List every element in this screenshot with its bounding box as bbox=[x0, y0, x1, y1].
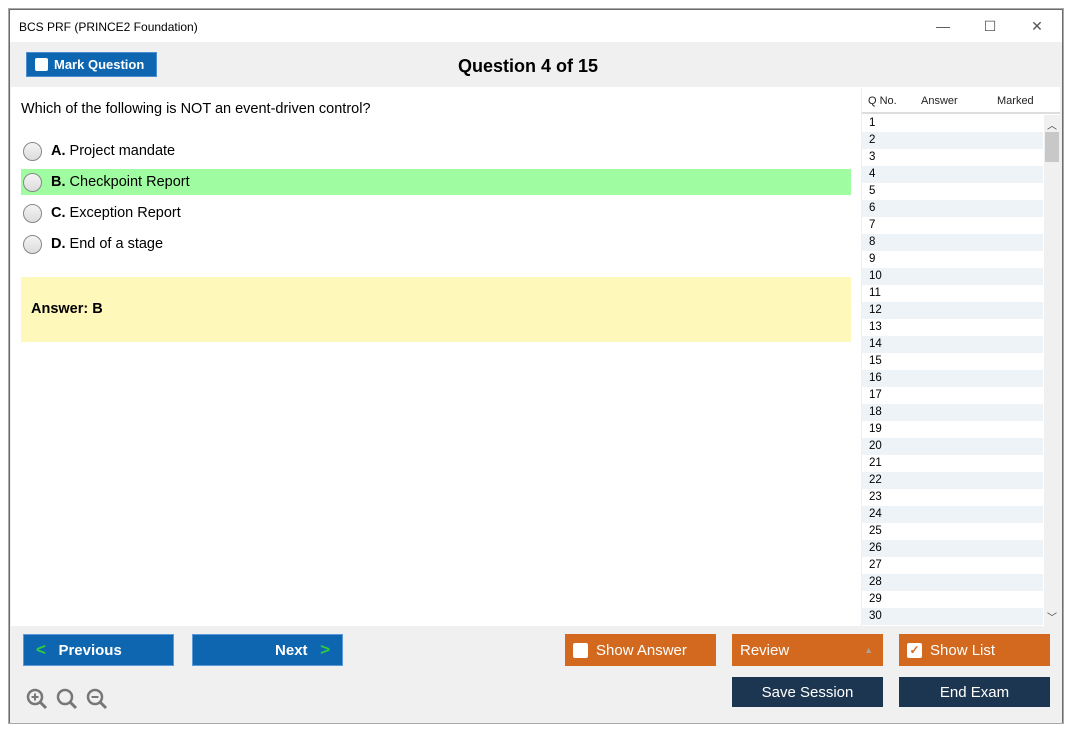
list-row[interactable]: 23 bbox=[869, 491, 882, 503]
zoom-out-icon[interactable] bbox=[86, 688, 108, 710]
list-row[interactable]: 21 bbox=[869, 457, 882, 469]
radio-icon[interactable] bbox=[23, 172, 42, 192]
list-row[interactable]: 16 bbox=[862, 370, 1043, 387]
list-row[interactable]: 3 bbox=[869, 151, 876, 163]
checkbox-icon[interactable] bbox=[573, 642, 588, 658]
checkbox-icon bbox=[35, 58, 48, 71]
radio-icon[interactable] bbox=[23, 234, 42, 254]
checkbox-checked-icon[interactable]: ✓ bbox=[907, 642, 922, 658]
list-row[interactable]: 1 bbox=[869, 117, 876, 129]
toolbar: Mark Question Question 4 of 15 bbox=[10, 42, 1062, 87]
list-row[interactable]: 26 bbox=[862, 540, 1043, 557]
option-text: Project mandate bbox=[69, 143, 176, 159]
question-area: Which of the following is NOT an event-d… bbox=[11, 87, 861, 626]
list-row[interactable]: 20 bbox=[862, 438, 1043, 455]
option-text: Exception Report bbox=[69, 205, 181, 221]
window-title: BCS PRF (PRINCE2 Foundation) bbox=[19, 20, 198, 34]
option-letter: B. bbox=[51, 174, 66, 190]
list-row[interactable]: 5 bbox=[869, 185, 876, 197]
next-button[interactable]: Next > bbox=[192, 634, 343, 666]
scrollbar-thumb[interactable] bbox=[1045, 132, 1059, 162]
header-qno[interactable]: Q No. bbox=[868, 95, 897, 107]
show-answer-button[interactable]: Show Answer bbox=[565, 634, 716, 666]
list-row[interactable]: 17 bbox=[869, 389, 882, 401]
show-list-button[interactable]: ✓ Show List bbox=[899, 634, 1050, 666]
list-row[interactable]: 18 bbox=[862, 404, 1043, 421]
list-row[interactable]: 7 bbox=[869, 219, 876, 231]
list-row[interactable]: 12 bbox=[862, 302, 1043, 319]
previous-button[interactable]: < Previous bbox=[23, 634, 174, 666]
list-row[interactable]: 2 bbox=[862, 132, 1043, 149]
maximize-button[interactable]: ☐ bbox=[983, 18, 997, 34]
previous-label: Previous bbox=[58, 641, 122, 659]
show-answer-label: Show Answer bbox=[596, 641, 687, 659]
option-letter: C. bbox=[51, 205, 66, 221]
question-title: Question 4 of 15 bbox=[457, 56, 599, 76]
list-row[interactable]: 19 bbox=[869, 423, 882, 435]
end-exam-button[interactable]: End Exam bbox=[899, 677, 1050, 707]
chevron-left-icon: < bbox=[36, 640, 46, 659]
zoom-reset-icon[interactable] bbox=[56, 688, 78, 710]
scroll-down-icon[interactable]: ﹀ bbox=[1047, 613, 1057, 624]
title-bar: BCS PRF (PRINCE2 Foundation) — ☐ ✕ bbox=[10, 10, 1062, 42]
show-list-label: Show List bbox=[930, 641, 996, 659]
chevron-right-icon: > bbox=[320, 640, 330, 659]
answer-panel: Answer: B bbox=[21, 277, 851, 342]
scroll-up-icon[interactable]: ︿ bbox=[1047, 121, 1057, 132]
mark-question-label: Mark Question bbox=[54, 57, 145, 72]
header-answer[interactable]: Answer bbox=[921, 95, 958, 107]
question-text: Which of the following is NOT an event-d… bbox=[21, 101, 371, 117]
option-letter: D. bbox=[51, 236, 66, 252]
app-window: BCS PRF (PRINCE2 Foundation) — ☐ ✕ Mark … bbox=[9, 9, 1063, 723]
list-row[interactable]: 29 bbox=[869, 593, 882, 605]
radio-icon[interactable] bbox=[23, 141, 42, 161]
list-row[interactable]: 28 bbox=[862, 574, 1043, 591]
list-row[interactable]: 13 bbox=[869, 321, 882, 333]
zoom-in-icon[interactable] bbox=[26, 688, 48, 710]
option-letter: A. bbox=[51, 143, 66, 159]
review-dropdown[interactable]: Review ▲ bbox=[732, 634, 883, 666]
next-label: Next bbox=[275, 641, 308, 659]
question-list: Q No. Answer Marked 1 2 3 4 5 6 7 8 9 10 11 12 13 14 1… bbox=[862, 87, 1060, 626]
list-row[interactable]: 27 bbox=[869, 559, 882, 571]
bottom-bar: < Previous Next > Show Answer Review ▲ ✓ S… bbox=[10, 626, 1062, 723]
radio-icon[interactable] bbox=[23, 203, 42, 223]
option-text: End of a stage bbox=[69, 236, 164, 252]
list-row[interactable]: 6 bbox=[862, 200, 1043, 217]
minimize-button[interactable]: — bbox=[936, 18, 950, 34]
header-marked[interactable]: Marked bbox=[997, 95, 1034, 107]
caret-up-icon: ▲ bbox=[864, 645, 873, 655]
list-row[interactable]: 9 bbox=[869, 253, 876, 265]
review-label: Review bbox=[740, 641, 790, 659]
list-rows: 1 2 3 4 5 6 7 8 9 10 11 12 13 14 15 16 17 18 19 20 21 22 23 24 2… bbox=[862, 115, 1043, 625]
option-d[interactable]: D. End of a stage bbox=[21, 231, 851, 257]
list-row[interactable]: 14 bbox=[862, 336, 1043, 353]
option-a[interactable]: A. Project mandate bbox=[21, 138, 851, 164]
list-header: Q No. Answer Marked bbox=[862, 87, 1060, 114]
list-row[interactable]: 22 bbox=[862, 472, 1043, 489]
list-scrollbar[interactable]: ︿ ﹀ bbox=[1044, 115, 1060, 626]
list-row[interactable]: 8 bbox=[862, 234, 1043, 251]
mark-question-button[interactable]: Mark Question bbox=[26, 52, 157, 77]
list-row[interactable]: 15 bbox=[869, 355, 882, 367]
option-b[interactable]: B. Checkpoint Report bbox=[21, 169, 851, 195]
list-row[interactable]: 10 bbox=[862, 268, 1043, 285]
close-button[interactable]: ✕ bbox=[1031, 18, 1043, 34]
save-session-button[interactable]: Save Session bbox=[732, 677, 883, 707]
option-text: Checkpoint Report bbox=[69, 174, 190, 190]
list-row[interactable]: 24 bbox=[862, 506, 1043, 523]
list-row[interactable]: 30 bbox=[862, 608, 1043, 625]
option-c[interactable]: C. Exception Report bbox=[21, 200, 851, 226]
list-row[interactable]: 25 bbox=[869, 525, 882, 537]
list-row[interactable]: 11 bbox=[869, 287, 881, 299]
list-row[interactable]: 4 bbox=[862, 166, 1043, 183]
